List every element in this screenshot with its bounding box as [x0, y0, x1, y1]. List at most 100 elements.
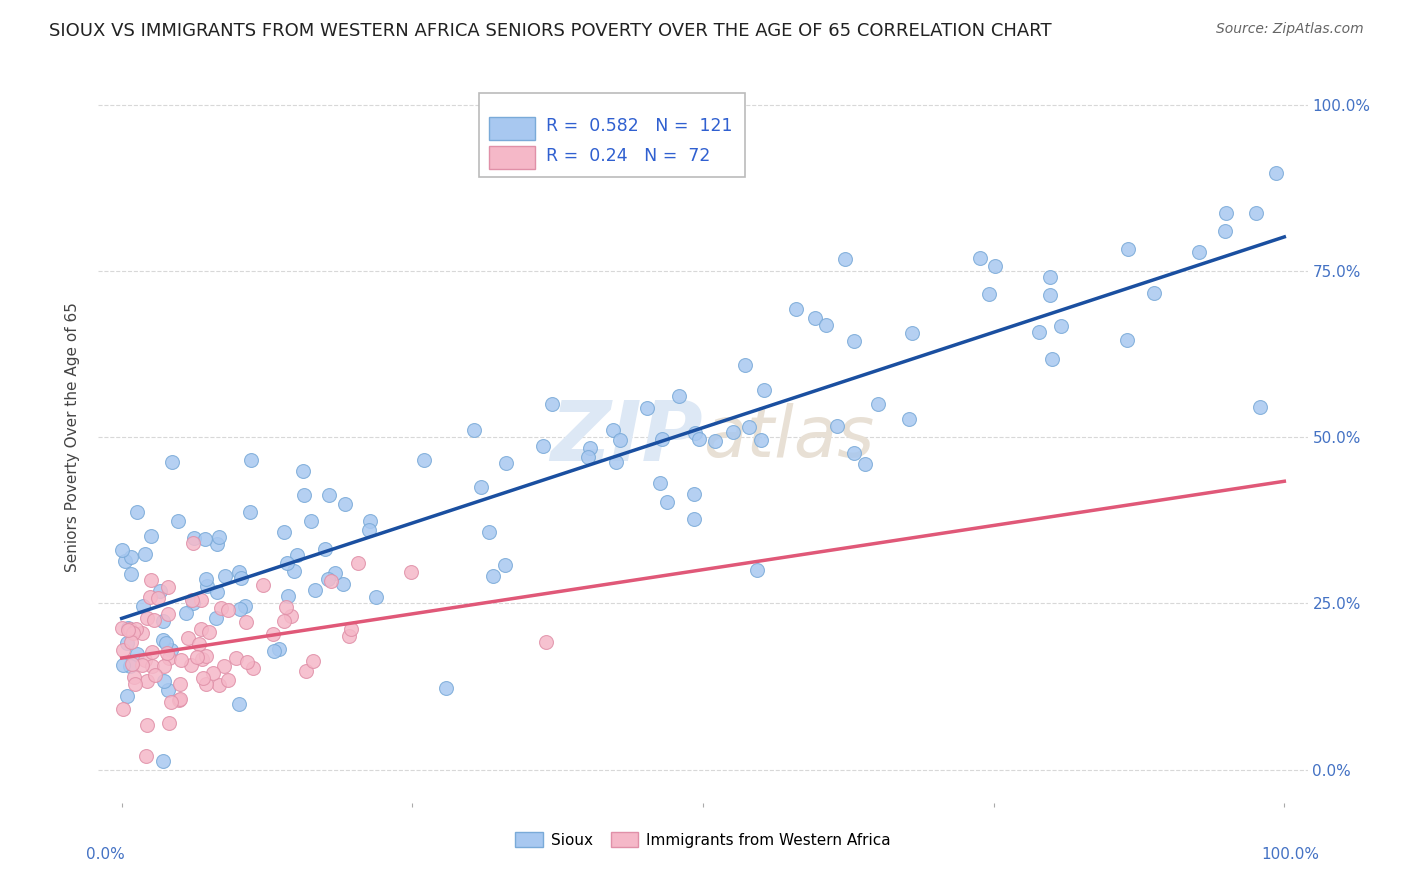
Point: [117, 624, 139, 638]
Point: [152, 632, 174, 647]
Point: [825, 419, 848, 434]
Point: [195, 677, 218, 691]
Point: [269, 641, 291, 656]
Point: [704, 434, 727, 449]
Point: [152, 754, 174, 768]
Point: [1143, 285, 1166, 300]
Point: [155, 636, 177, 650]
Point: [125, 505, 148, 519]
Point: [347, 556, 370, 570]
Point: [111, 542, 134, 557]
Point: [195, 578, 218, 592]
Point: [233, 599, 256, 613]
Point: [122, 626, 145, 640]
Point: [228, 697, 250, 711]
Point: [195, 649, 218, 664]
Point: [478, 525, 501, 540]
Point: [668, 389, 690, 403]
Point: [141, 658, 163, 673]
Point: [359, 514, 381, 528]
Point: [205, 611, 228, 625]
Point: [357, 523, 380, 537]
Point: [295, 664, 318, 678]
FancyBboxPatch shape: [489, 117, 534, 140]
Point: [139, 573, 162, 587]
Point: [209, 601, 232, 615]
Point: [235, 615, 257, 629]
Point: [127, 647, 149, 661]
Point: [274, 600, 297, 615]
Point: [1188, 244, 1211, 259]
Point: [1028, 325, 1050, 339]
Point: [131, 658, 153, 673]
Point: [399, 566, 422, 580]
Point: [242, 660, 264, 674]
Point: [842, 334, 865, 348]
Point: [1116, 243, 1139, 257]
Point: [804, 311, 827, 326]
Point: [117, 621, 139, 635]
Point: [143, 668, 166, 682]
Point: [541, 397, 564, 411]
Point: [225, 650, 247, 665]
Point: [146, 591, 169, 605]
Text: R =  0.582   N =  121: R = 0.582 N = 121: [546, 118, 733, 136]
Point: [252, 577, 274, 591]
Point: [198, 625, 221, 640]
Point: [868, 397, 890, 411]
Point: [180, 657, 202, 672]
Point: [136, 610, 159, 624]
Point: [135, 673, 157, 688]
Point: [1040, 351, 1063, 366]
Point: [785, 301, 807, 316]
Y-axis label: Seniors Poverty Over the Age of 65: Seniors Poverty Over the Age of 65: [65, 302, 80, 572]
Text: R =  0.24   N =  72: R = 0.24 N = 72: [546, 146, 710, 165]
Point: [683, 487, 706, 501]
Point: [273, 524, 295, 539]
Point: [117, 636, 139, 650]
Point: [169, 692, 191, 706]
Point: [156, 682, 179, 697]
Point: [159, 695, 181, 709]
Point: [157, 650, 180, 665]
Point: [201, 665, 224, 680]
Point: [316, 572, 339, 586]
Point: [495, 558, 517, 573]
Point: [157, 580, 180, 594]
Point: [177, 631, 200, 645]
Point: [167, 693, 190, 707]
Point: [112, 702, 135, 716]
Point: [579, 441, 602, 455]
Point: [214, 569, 236, 583]
FancyBboxPatch shape: [489, 146, 534, 169]
Point: [752, 383, 775, 397]
Point: [434, 681, 457, 696]
Point: [683, 512, 706, 526]
Point: [273, 614, 295, 628]
Point: [636, 401, 658, 416]
Point: [534, 635, 557, 649]
Point: [292, 464, 315, 478]
Point: [299, 514, 322, 528]
Point: [186, 650, 208, 665]
Point: [174, 607, 197, 621]
Point: [1039, 287, 1062, 301]
Point: [193, 532, 215, 546]
Point: [167, 514, 190, 528]
Point: [239, 505, 262, 519]
Point: [191, 671, 214, 685]
Text: ZIP: ZIP: [550, 397, 703, 477]
Point: [134, 547, 156, 561]
Point: [228, 565, 250, 579]
Point: [195, 572, 218, 586]
Point: [156, 607, 179, 622]
Point: [482, 568, 505, 582]
Point: [285, 548, 308, 562]
Point: [212, 658, 235, 673]
Point: [152, 615, 174, 629]
Point: [1244, 206, 1267, 220]
Point: [1116, 334, 1139, 348]
Point: [898, 412, 921, 426]
Point: [207, 677, 229, 691]
Point: [239, 453, 262, 467]
